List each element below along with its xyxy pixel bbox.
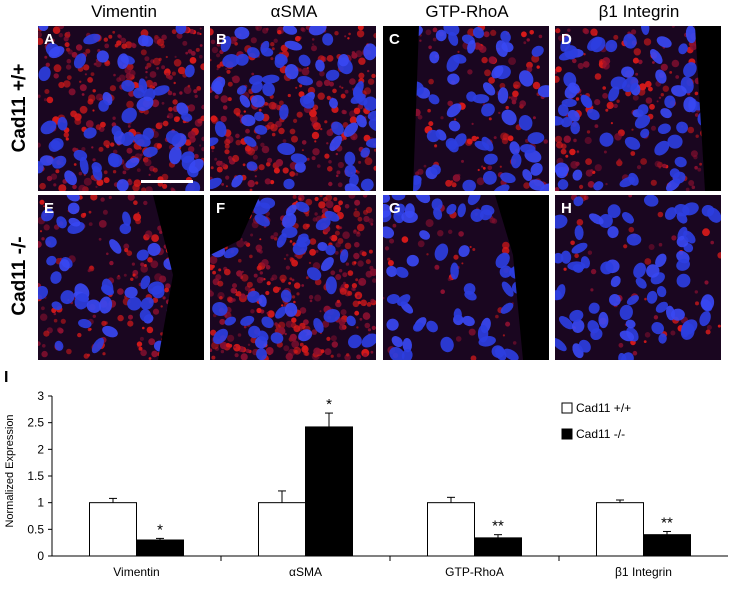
x-tick-label: GTP-RhoA [445, 565, 504, 579]
row-label-knockout: Cad11 -/- [9, 236, 30, 316]
panel-letter-h: H [561, 200, 572, 217]
micrograph-panel-c: C [383, 26, 549, 191]
panel-letter-e: E [44, 200, 55, 217]
bar-chart: I Normalized Expression 0 0.5 1 1.5 2 2.5 3 Vim… [4, 369, 728, 579]
panel-letter-f: F [216, 200, 226, 217]
micrograph-panel-b: B [210, 26, 376, 191]
panel-letter-d: D [561, 31, 572, 48]
legend-swatch-knockout [561, 428, 573, 440]
scale-bar [141, 180, 193, 183]
significance-marker: * [157, 521, 163, 538]
legend-label-wildtype: Cad11 +/+ [576, 401, 631, 415]
bar-knockout [136, 539, 184, 557]
y-tick-label: 2.5 [27, 416, 44, 430]
y-tick-label: 0.5 [27, 522, 44, 536]
micrograph-panel-h: H [555, 195, 721, 360]
significance-marker: ** [661, 514, 673, 531]
legend-swatch-wildtype [561, 402, 573, 414]
bar-wildtype [89, 502, 137, 557]
panel-letter-c: C [389, 31, 400, 48]
row-label-wildtype: Cad11 +/+ [9, 63, 30, 153]
x-tick-label: Vimentin [113, 565, 159, 579]
bar-wildtype [427, 502, 475, 557]
column-header-b1-integrin: β1 Integrin [598, 2, 680, 21]
x-tick-label: β1 Integrin [615, 565, 672, 579]
y-tick-label: 0 [37, 549, 44, 563]
panel-letter-i: I [4, 369, 8, 386]
panel-letter-b: B [216, 31, 227, 48]
micrograph-panel-a: A [38, 26, 204, 191]
y-tick-label: 1 [37, 496, 44, 510]
column-header-vimentin: Vimentin [91, 2, 157, 21]
bar-wildtype [258, 502, 306, 557]
y-tick-label: 1.5 [27, 469, 44, 483]
column-header-gtp-rhoa: GTP-RhoA [425, 2, 509, 21]
significance-marker: ** [492, 518, 504, 535]
micrograph-panel-f: F [210, 195, 376, 360]
panel-letter-g: G [389, 200, 401, 217]
bar-wildtype [596, 502, 644, 557]
bar-chart-panel: I Normalized Expression 0 0.5 1 1.5 2 2.5 3 Vim… [0, 368, 740, 585]
bar-knockout [643, 534, 691, 557]
y-tick-label: 2 [37, 442, 44, 456]
x-tick-label: αSMA [289, 565, 322, 579]
panel-letter-a: A [44, 31, 55, 48]
y-tick-label: 3 [37, 389, 44, 403]
significance-marker: * [326, 396, 332, 413]
y-axis-label: Normalized Expression [4, 414, 16, 527]
column-header-asma: αSMA [270, 2, 318, 21]
micrograph-panel-d: D [555, 26, 721, 191]
micrograph-panel-e: E [38, 195, 204, 360]
micrograph-panel-g: G [383, 195, 549, 360]
bar-knockout [305, 426, 353, 557]
legend-label-knockout: Cad11 -/- [576, 427, 625, 441]
bar-knockout [474, 537, 522, 557]
